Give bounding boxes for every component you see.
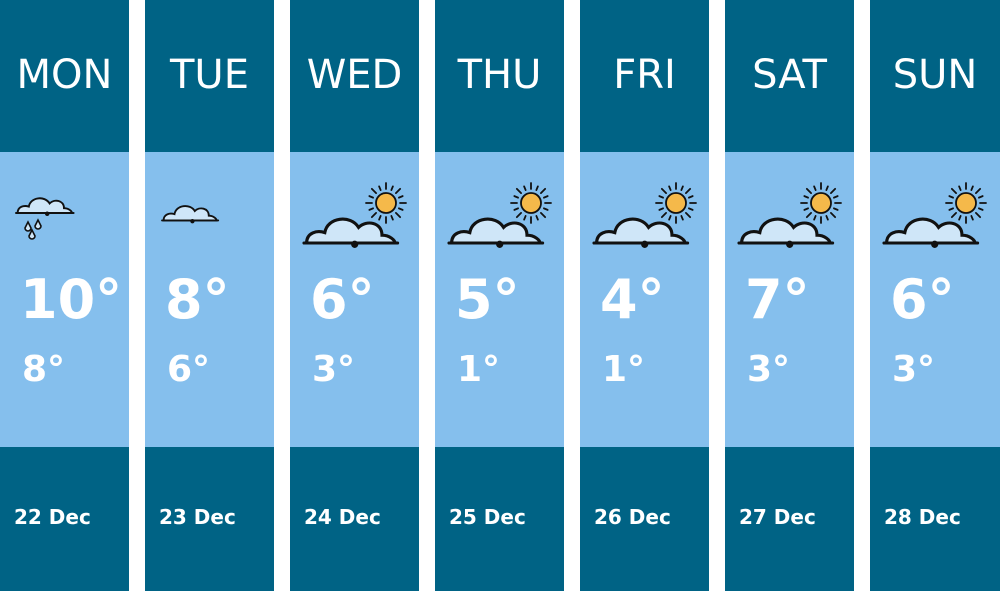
- low-temperature: 3°: [892, 349, 936, 390]
- date-label: 26 Dec: [594, 505, 671, 529]
- day-column-tue: TUE 8° 6° 23 Dec: [145, 0, 274, 591]
- partly-sunny-icon: [592, 182, 697, 248]
- date-label: 28 Dec: [884, 505, 961, 529]
- partly-sunny-icon: [737, 182, 842, 248]
- day-column-mon: MON 10° 8° 22 Dec: [0, 0, 129, 591]
- cloud-icon: [161, 205, 220, 224]
- day-name: SAT: [725, 0, 854, 152]
- date-label: 24 Dec: [304, 505, 381, 529]
- partly-sunny-icon: [882, 182, 987, 248]
- forecast-body: 5° 1°: [435, 152, 564, 447]
- day-name: THU: [435, 0, 564, 152]
- high-temperature: 6°: [890, 268, 955, 331]
- date-footer: 27 Dec: [725, 447, 854, 591]
- forecast-body: 7° 3°: [725, 152, 854, 447]
- day-name: MON: [0, 0, 129, 152]
- forecast-body: 6° 3°: [870, 152, 1000, 447]
- date-label: 22 Dec: [14, 505, 91, 529]
- low-temperature: 8°: [22, 349, 66, 390]
- date-label: 25 Dec: [449, 505, 526, 529]
- day-column-thu: THU 5° 1° 25 Dec: [435, 0, 564, 591]
- day-name: SUN: [870, 0, 1000, 152]
- date-footer: 22 Dec: [0, 447, 129, 591]
- rain-cloud-icon: [15, 197, 75, 240]
- date-footer: 26 Dec: [580, 447, 709, 591]
- date-label: 23 Dec: [159, 505, 236, 529]
- forecast-body: 4° 1°: [580, 152, 709, 447]
- day-column-sun: SUN 6° 3° 28 Dec: [870, 0, 1000, 591]
- high-temperature: 6°: [310, 268, 375, 331]
- forecast-body: 10° 8°: [0, 152, 129, 447]
- low-temperature: 6°: [167, 349, 211, 390]
- day-column-fri: FRI 4° 1° 26 Dec: [580, 0, 709, 591]
- date-footer: 25 Dec: [435, 447, 564, 591]
- date-footer: 23 Dec: [145, 447, 274, 591]
- day-column-sat: SAT 7° 3° 27 Dec: [725, 0, 854, 591]
- partly-sunny-icon: [302, 182, 407, 248]
- high-temperature: 4°: [600, 268, 665, 331]
- forecast-body: 8° 6°: [145, 152, 274, 447]
- high-temperature: 10°: [20, 268, 123, 331]
- low-temperature: 3°: [312, 349, 356, 390]
- date-footer: 24 Dec: [290, 447, 419, 591]
- date-footer: 28 Dec: [870, 447, 1000, 591]
- low-temperature: 1°: [457, 349, 501, 390]
- high-temperature: 7°: [745, 268, 810, 331]
- high-temperature: 8°: [165, 268, 230, 331]
- day-name: FRI: [580, 0, 709, 152]
- low-temperature: 3°: [747, 349, 791, 390]
- high-temperature: 5°: [455, 268, 520, 331]
- day-column-wed: WED 6° 3° 24 Dec: [290, 0, 419, 591]
- day-name: TUE: [145, 0, 274, 152]
- low-temperature: 1°: [602, 349, 646, 390]
- day-name: WED: [290, 0, 419, 152]
- partly-sunny-icon: [447, 182, 552, 248]
- date-label: 27 Dec: [739, 505, 816, 529]
- forecast-body: 6° 3°: [290, 152, 419, 447]
